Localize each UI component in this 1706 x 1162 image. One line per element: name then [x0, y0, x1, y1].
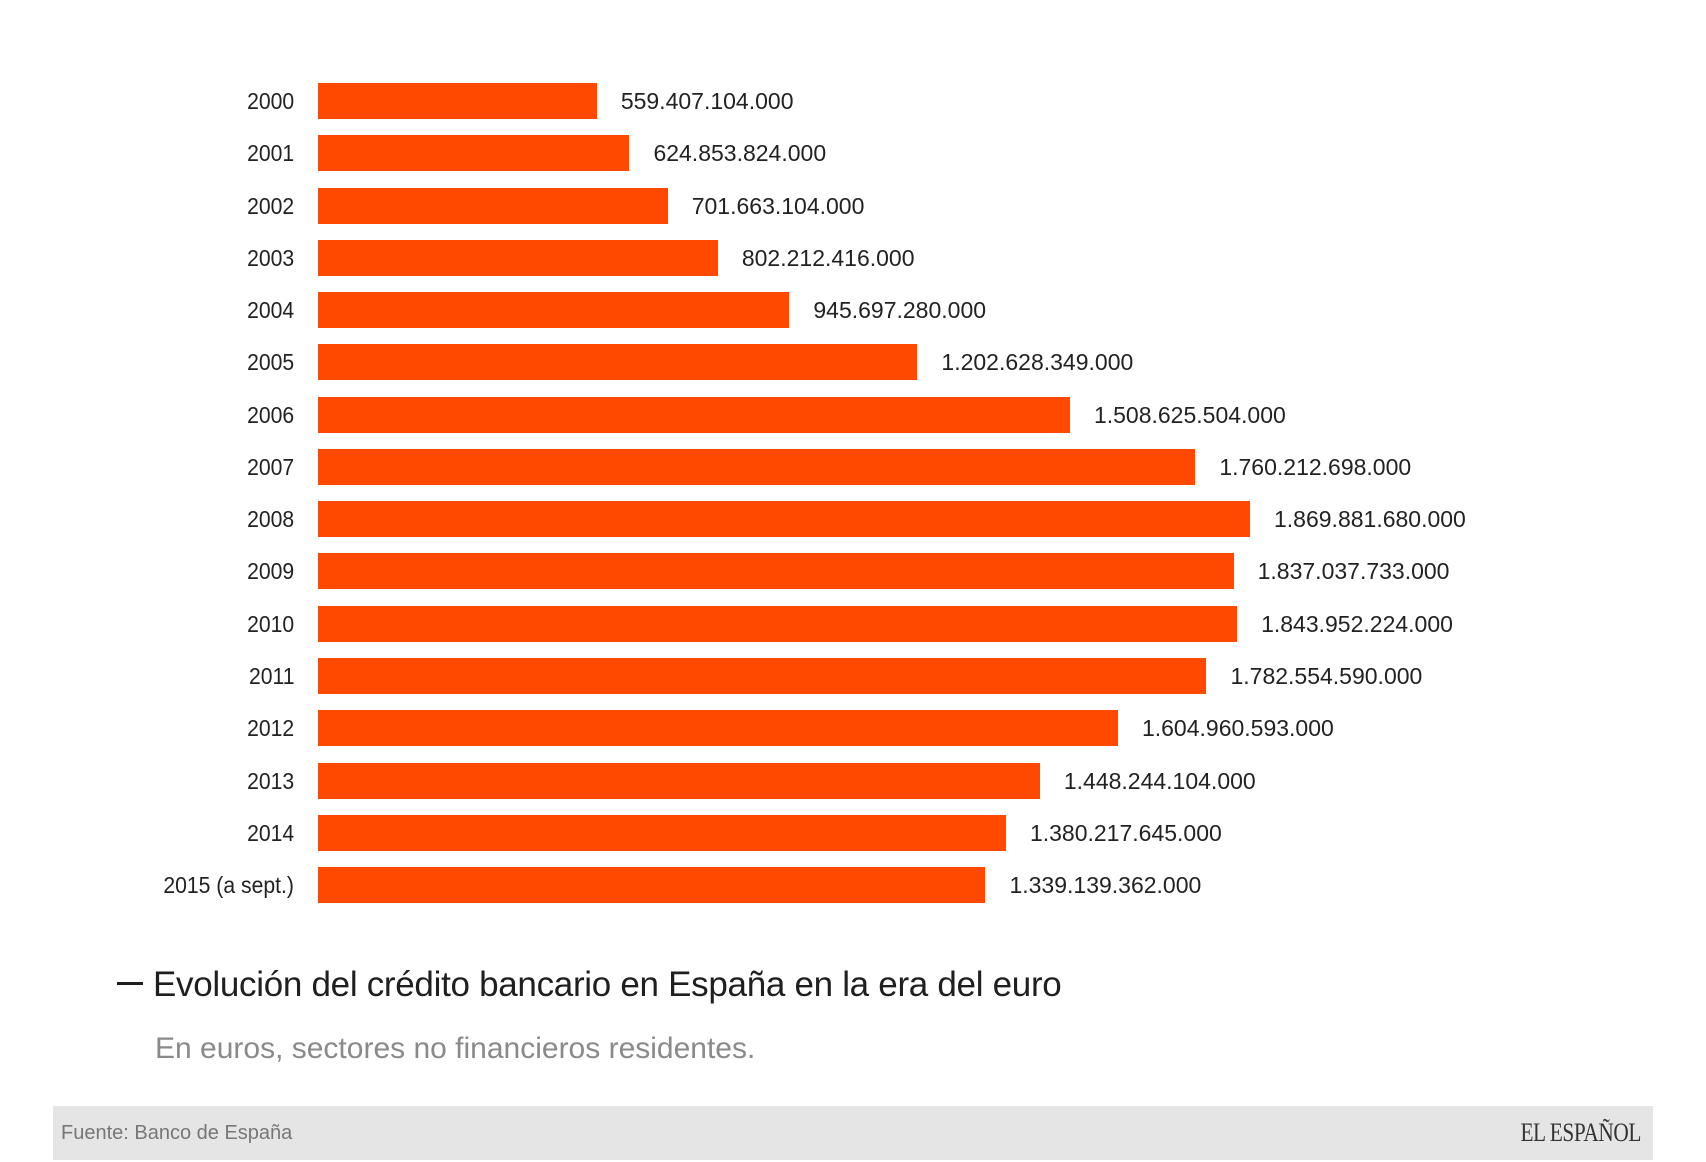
category-label: 2012 [246, 715, 294, 742]
category-label: 2008 [246, 506, 294, 533]
category-label: 2005 [246, 349, 294, 376]
data-label: 1.837.037.733.000 [1257, 558, 1450, 585]
chart-title: Evolución del crédito bancario en España… [117, 965, 1062, 1005]
bar [318, 396, 1070, 433]
data-label: 1.604.960.593.000 [1141, 715, 1334, 742]
bar [318, 867, 986, 904]
bar [318, 710, 1118, 747]
category-label: 2010 [246, 610, 294, 637]
data-label: 1.843.952.224.000 [1261, 610, 1453, 637]
bar [318, 657, 1207, 694]
category-label: 2015 (a sept.) [163, 872, 294, 899]
data-label: 701.663.104.000 [691, 192, 865, 219]
bar [318, 762, 1040, 799]
bar [318, 605, 1238, 642]
data-label: 1.760.212.698.000 [1219, 453, 1412, 480]
category-label: 2000 [246, 88, 294, 114]
category-label: 2003 [246, 244, 294, 271]
chart-title-text: Evolución del crédito bancario en España… [153, 965, 1062, 1004]
data-label: 559.407.104.000 [620, 88, 794, 114]
bar [318, 344, 918, 381]
source-note: Fuente: Banco de España [61, 1122, 293, 1144]
bar-chart: 2000 559.407.104.000 2001 624.853.824.000 20… [163, 83, 1466, 904]
chart-subtitle: En euros, sectores no financieros reside… [155, 1032, 756, 1065]
bar [318, 135, 630, 172]
bar [318, 553, 1234, 590]
data-label: 1.339.139.362.000 [1009, 872, 1202, 899]
data-label: 1.782.554.590.000 [1230, 662, 1423, 689]
data-label: 1.508.625.504.000 [1093, 401, 1286, 428]
el-espanol-logo: EL ESPAÑOL [1520, 1118, 1642, 1147]
category-label: 2001 [246, 140, 294, 167]
category-label: 2004 [246, 297, 294, 324]
category-label: 2014 [246, 819, 294, 846]
bar [318, 501, 1250, 538]
title-dash-icon [117, 982, 143, 986]
category-label: 2006 [246, 401, 294, 428]
data-label: 1.202.628.349.000 [941, 349, 1134, 376]
category-label: 2007 [246, 453, 294, 480]
data-label: 1.448.244.104.000 [1063, 767, 1256, 794]
bar [318, 239, 718, 276]
footer-bar: Fuente: Banco de España EL ESPAÑOL [53, 1106, 1653, 1160]
data-label: 945.697.280.000 [813, 297, 987, 324]
data-label: 1.869.881.680.000 [1274, 506, 1466, 533]
category-label: 2009 [246, 558, 294, 585]
bar [318, 83, 597, 119]
bar [318, 187, 668, 224]
category-label: 2002 [246, 192, 294, 219]
bar [318, 292, 790, 329]
data-label: 802.212.416.000 [741, 244, 915, 271]
data-label: 624.853.824.000 [653, 140, 827, 167]
category-label: 2013 [246, 767, 294, 794]
bar [318, 448, 1196, 485]
data-label: 1.380.217.645.000 [1029, 819, 1222, 846]
category-label: 2011 [248, 662, 294, 689]
bar [318, 814, 1006, 851]
